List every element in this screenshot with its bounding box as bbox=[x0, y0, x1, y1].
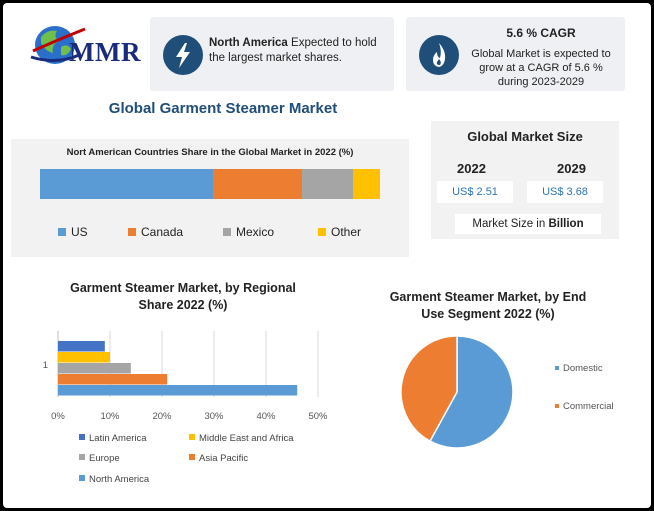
legend-item-other: Other bbox=[318, 225, 378, 239]
legend-swatch bbox=[128, 228, 136, 236]
stacked-bar bbox=[40, 169, 380, 199]
legend-swatch bbox=[79, 454, 85, 460]
legend-swatch bbox=[79, 475, 85, 481]
x-tick-label: 30% bbox=[204, 411, 224, 422]
infographic: MMR North America Expected to hold the l… bbox=[3, 3, 651, 508]
x-tick-label: 0% bbox=[51, 411, 65, 422]
legend-swatch bbox=[189, 434, 195, 440]
stack-segment-canada bbox=[213, 169, 302, 199]
pie-slice-commercial bbox=[400, 335, 458, 443]
legend-swatch bbox=[223, 228, 231, 236]
north-america-bold: North America bbox=[209, 37, 288, 49]
legend-label: Asia Pacific bbox=[199, 453, 248, 464]
market-size-title: Global Market Size bbox=[467, 129, 583, 144]
cagr-text: Global Market is expected to grow at a C… bbox=[471, 48, 611, 88]
pie-slice-domestic bbox=[429, 335, 514, 449]
market-size-note: Market Size in Billion bbox=[455, 214, 601, 234]
note-bold: Billion bbox=[548, 218, 584, 230]
legend-label: US bbox=[71, 225, 88, 239]
value-2022: US$ 2.51 bbox=[437, 181, 513, 203]
legend-swatch bbox=[318, 228, 326, 236]
legend-swatch bbox=[189, 454, 195, 460]
legend-label: Commercial bbox=[563, 401, 614, 412]
pie-chart-title: Garment Steamer Market, by End Use Segme… bbox=[389, 290, 587, 321]
logo-text: MMR bbox=[69, 37, 141, 67]
legend-label: Mexico bbox=[236, 225, 275, 239]
north-america-share-panel: Nort American Countries Share in the Glo… bbox=[11, 139, 409, 257]
legend-swatch bbox=[79, 434, 85, 440]
x-tick-label: 20% bbox=[152, 411, 172, 422]
legend-label: Latin America bbox=[89, 433, 147, 444]
note-prefix: Market Size in bbox=[472, 218, 549, 230]
share-chart-title: Nort American Countries Share in the Glo… bbox=[66, 147, 354, 158]
legend-item-mexico: Mexico bbox=[223, 225, 318, 239]
globe-icon bbox=[30, 26, 86, 64]
x-tick-label: 50% bbox=[308, 411, 328, 422]
x-tick-label: 40% bbox=[256, 411, 276, 422]
legend-swatch bbox=[58, 228, 66, 236]
regional-bar-chart: 0% 10% 20% 30% 40% 50% 1 Latin America Middle Ea… bbox=[43, 331, 328, 485]
legend-label: North America bbox=[89, 474, 150, 485]
year-2029: 2029 bbox=[557, 161, 586, 176]
north-america-card: North America Expected to hold the large… bbox=[150, 17, 394, 91]
y-category-label: 1 bbox=[43, 360, 48, 371]
bar-asia-pacific bbox=[58, 374, 168, 385]
cagr-heading: 5.6 % CAGR bbox=[506, 26, 576, 40]
legend-label: Other bbox=[331, 225, 362, 239]
legend-label: Europe bbox=[89, 453, 120, 464]
bar-europe bbox=[58, 363, 131, 374]
mmr-logo: MMR bbox=[29, 21, 149, 73]
legend-item-canada: Canada bbox=[128, 225, 223, 239]
legend-label: Canada bbox=[141, 225, 184, 239]
north-america-text: North America Expected to hold the large… bbox=[209, 36, 391, 66]
year-2022: 2022 bbox=[457, 161, 486, 176]
bar-middle-east-and-africa bbox=[58, 352, 110, 363]
bar-latin-america bbox=[58, 341, 105, 352]
lightning-icon bbox=[163, 35, 203, 75]
north-america-desc: Expected to hold the largest market shar… bbox=[209, 37, 377, 64]
stack-segment-other bbox=[352, 169, 380, 199]
stack-segment-us bbox=[40, 169, 214, 199]
legend-label: Middle East and Africa bbox=[199, 433, 294, 444]
market-size-panel: Global Market Size 2022 2029 US$ 2.51 US… bbox=[431, 121, 619, 239]
main-title: Global Garment Steamer Market bbox=[108, 100, 338, 117]
flame-icon bbox=[419, 35, 459, 75]
x-tick-label: 10% bbox=[100, 411, 120, 422]
share-legend: US Canada Mexico Other bbox=[58, 225, 378, 239]
value-2029: US$ 3.68 bbox=[527, 181, 603, 203]
legend-swatch bbox=[555, 404, 559, 408]
legend-swatch bbox=[555, 366, 559, 370]
stack-segment-mexico bbox=[301, 169, 353, 199]
bar-north-america bbox=[58, 385, 298, 396]
legend-item-us: US bbox=[58, 225, 128, 239]
legend-label: Domestic bbox=[563, 363, 603, 374]
regional-chart-title: Garment Steamer Market, by Regional Shar… bbox=[70, 281, 296, 312]
end-use-pie-chart: Domestic Commercial bbox=[400, 335, 614, 449]
cagr-card: 5.6 % CAGR Global Market is expected to … bbox=[406, 17, 625, 91]
